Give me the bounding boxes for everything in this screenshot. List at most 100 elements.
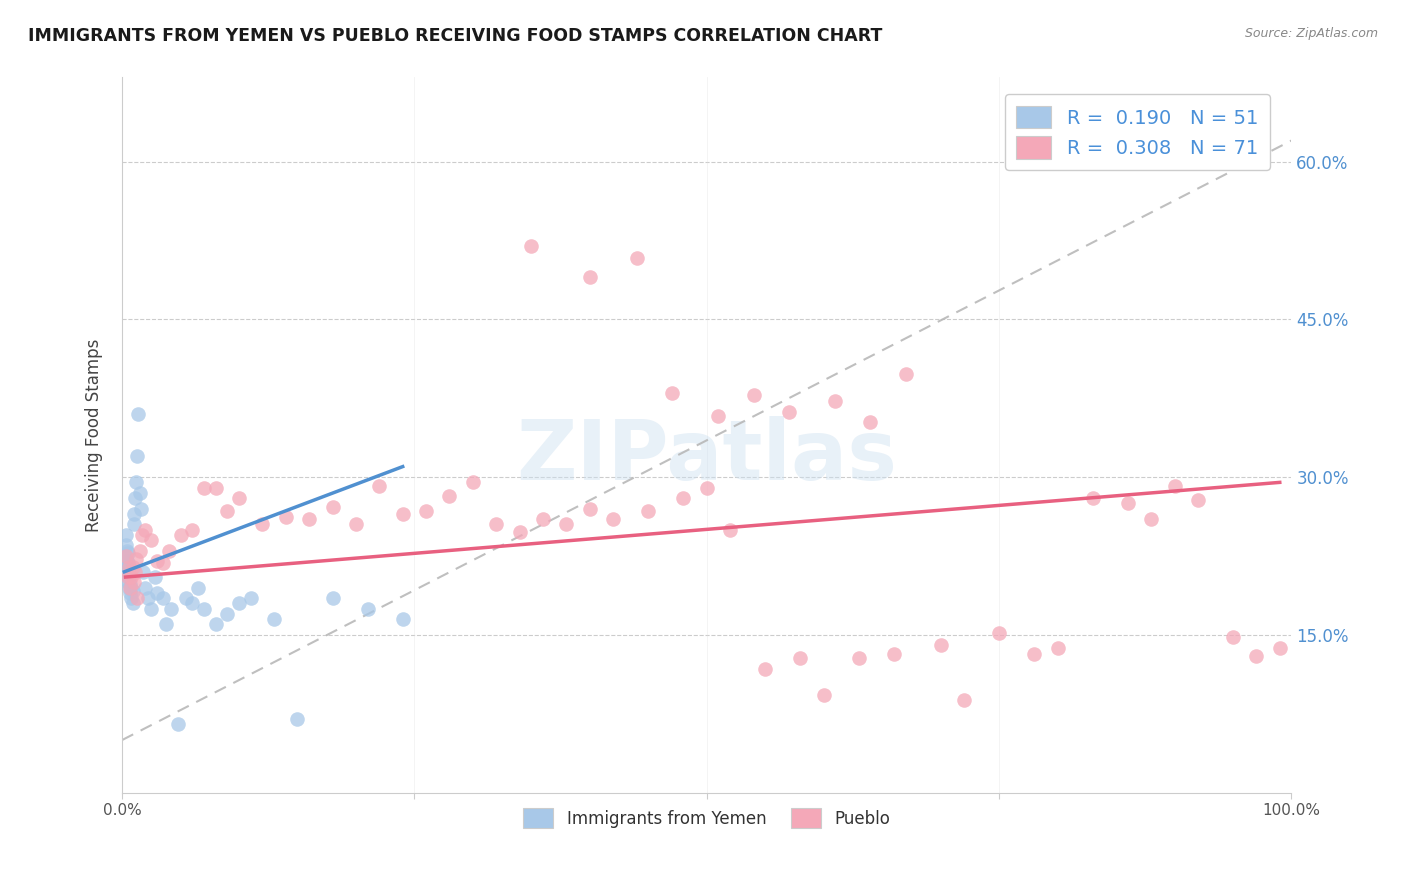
Y-axis label: Receiving Food Stamps: Receiving Food Stamps [86,338,103,532]
Point [120,581,142,595]
Point [118,570,141,584]
Point [637,504,659,518]
Point [117,546,139,560]
Point [742,388,765,402]
Point [356,601,378,615]
Point [626,252,648,266]
Point [531,512,554,526]
Point [1246,648,1268,663]
Point [122,507,145,521]
Point [602,512,624,526]
Point [391,507,413,521]
Point [824,394,846,409]
Point [136,591,159,605]
Point [118,559,141,574]
Point [228,596,250,610]
Point [114,528,136,542]
Point [1024,647,1046,661]
Point [112,549,135,563]
Point [157,543,180,558]
Point [160,601,183,615]
Point [181,523,204,537]
Point [274,510,297,524]
Point [461,475,484,490]
Point [263,612,285,626]
Point [117,570,139,584]
Point [848,651,870,665]
Point [122,575,145,590]
Point [813,688,835,702]
Point [322,591,344,605]
Point [129,501,152,516]
Text: Source: ZipAtlas.com: Source: ZipAtlas.com [1244,27,1378,40]
Point [141,533,163,548]
Point [167,717,190,731]
Point [114,549,136,563]
Point [789,651,811,665]
Point [193,481,215,495]
Point [859,416,882,430]
Point [217,607,239,621]
Text: ZIPatlas: ZIPatlas [516,416,897,497]
Point [415,504,437,518]
Point [124,565,146,579]
Point [1116,496,1139,510]
Point [204,617,226,632]
Point [115,554,138,568]
Point [132,565,155,579]
Point [187,581,209,595]
Point [988,625,1011,640]
Point [520,238,543,252]
Point [124,491,146,505]
Point [117,565,139,579]
Point [134,523,156,537]
Point [929,639,952,653]
Point [146,586,169,600]
Point [115,543,138,558]
Point [578,270,600,285]
Point [117,575,139,590]
Point [239,591,262,605]
Point [1081,491,1104,505]
Point [252,517,274,532]
Point [122,517,145,532]
Point [391,612,413,626]
Point [204,481,226,495]
Point [125,552,148,566]
Point [169,528,191,542]
Point [883,647,905,661]
Point [672,491,695,505]
Point [127,449,149,463]
Point [485,517,508,532]
Point [152,557,174,571]
Text: IMMIGRANTS FROM YEMEN VS PUEBLO RECEIVING FOOD STAMPS CORRELATION CHART: IMMIGRANTS FROM YEMEN VS PUEBLO RECEIVIN… [28,27,883,45]
Point [141,601,163,615]
Point [322,500,344,514]
Point [120,566,142,581]
Point [368,478,391,492]
Point [131,528,153,542]
Point [1268,640,1291,655]
Point [718,523,741,537]
Point [121,559,143,574]
Point [120,586,142,600]
Point [121,596,143,610]
Point [1140,512,1163,526]
Point [439,489,461,503]
Point [120,577,142,591]
Point [754,661,776,675]
Point [114,539,136,553]
Legend: Immigrants from Yemen, Pueblo: Immigrants from Yemen, Pueblo [516,802,897,834]
Point [1046,640,1069,655]
Point [217,504,239,518]
Point [287,712,309,726]
Point [953,693,976,707]
Point [120,581,142,595]
Point [778,405,800,419]
Point [128,486,150,500]
Point [509,524,531,539]
Point [127,407,149,421]
Point [121,583,143,598]
Point [176,591,198,605]
Point [181,596,204,610]
